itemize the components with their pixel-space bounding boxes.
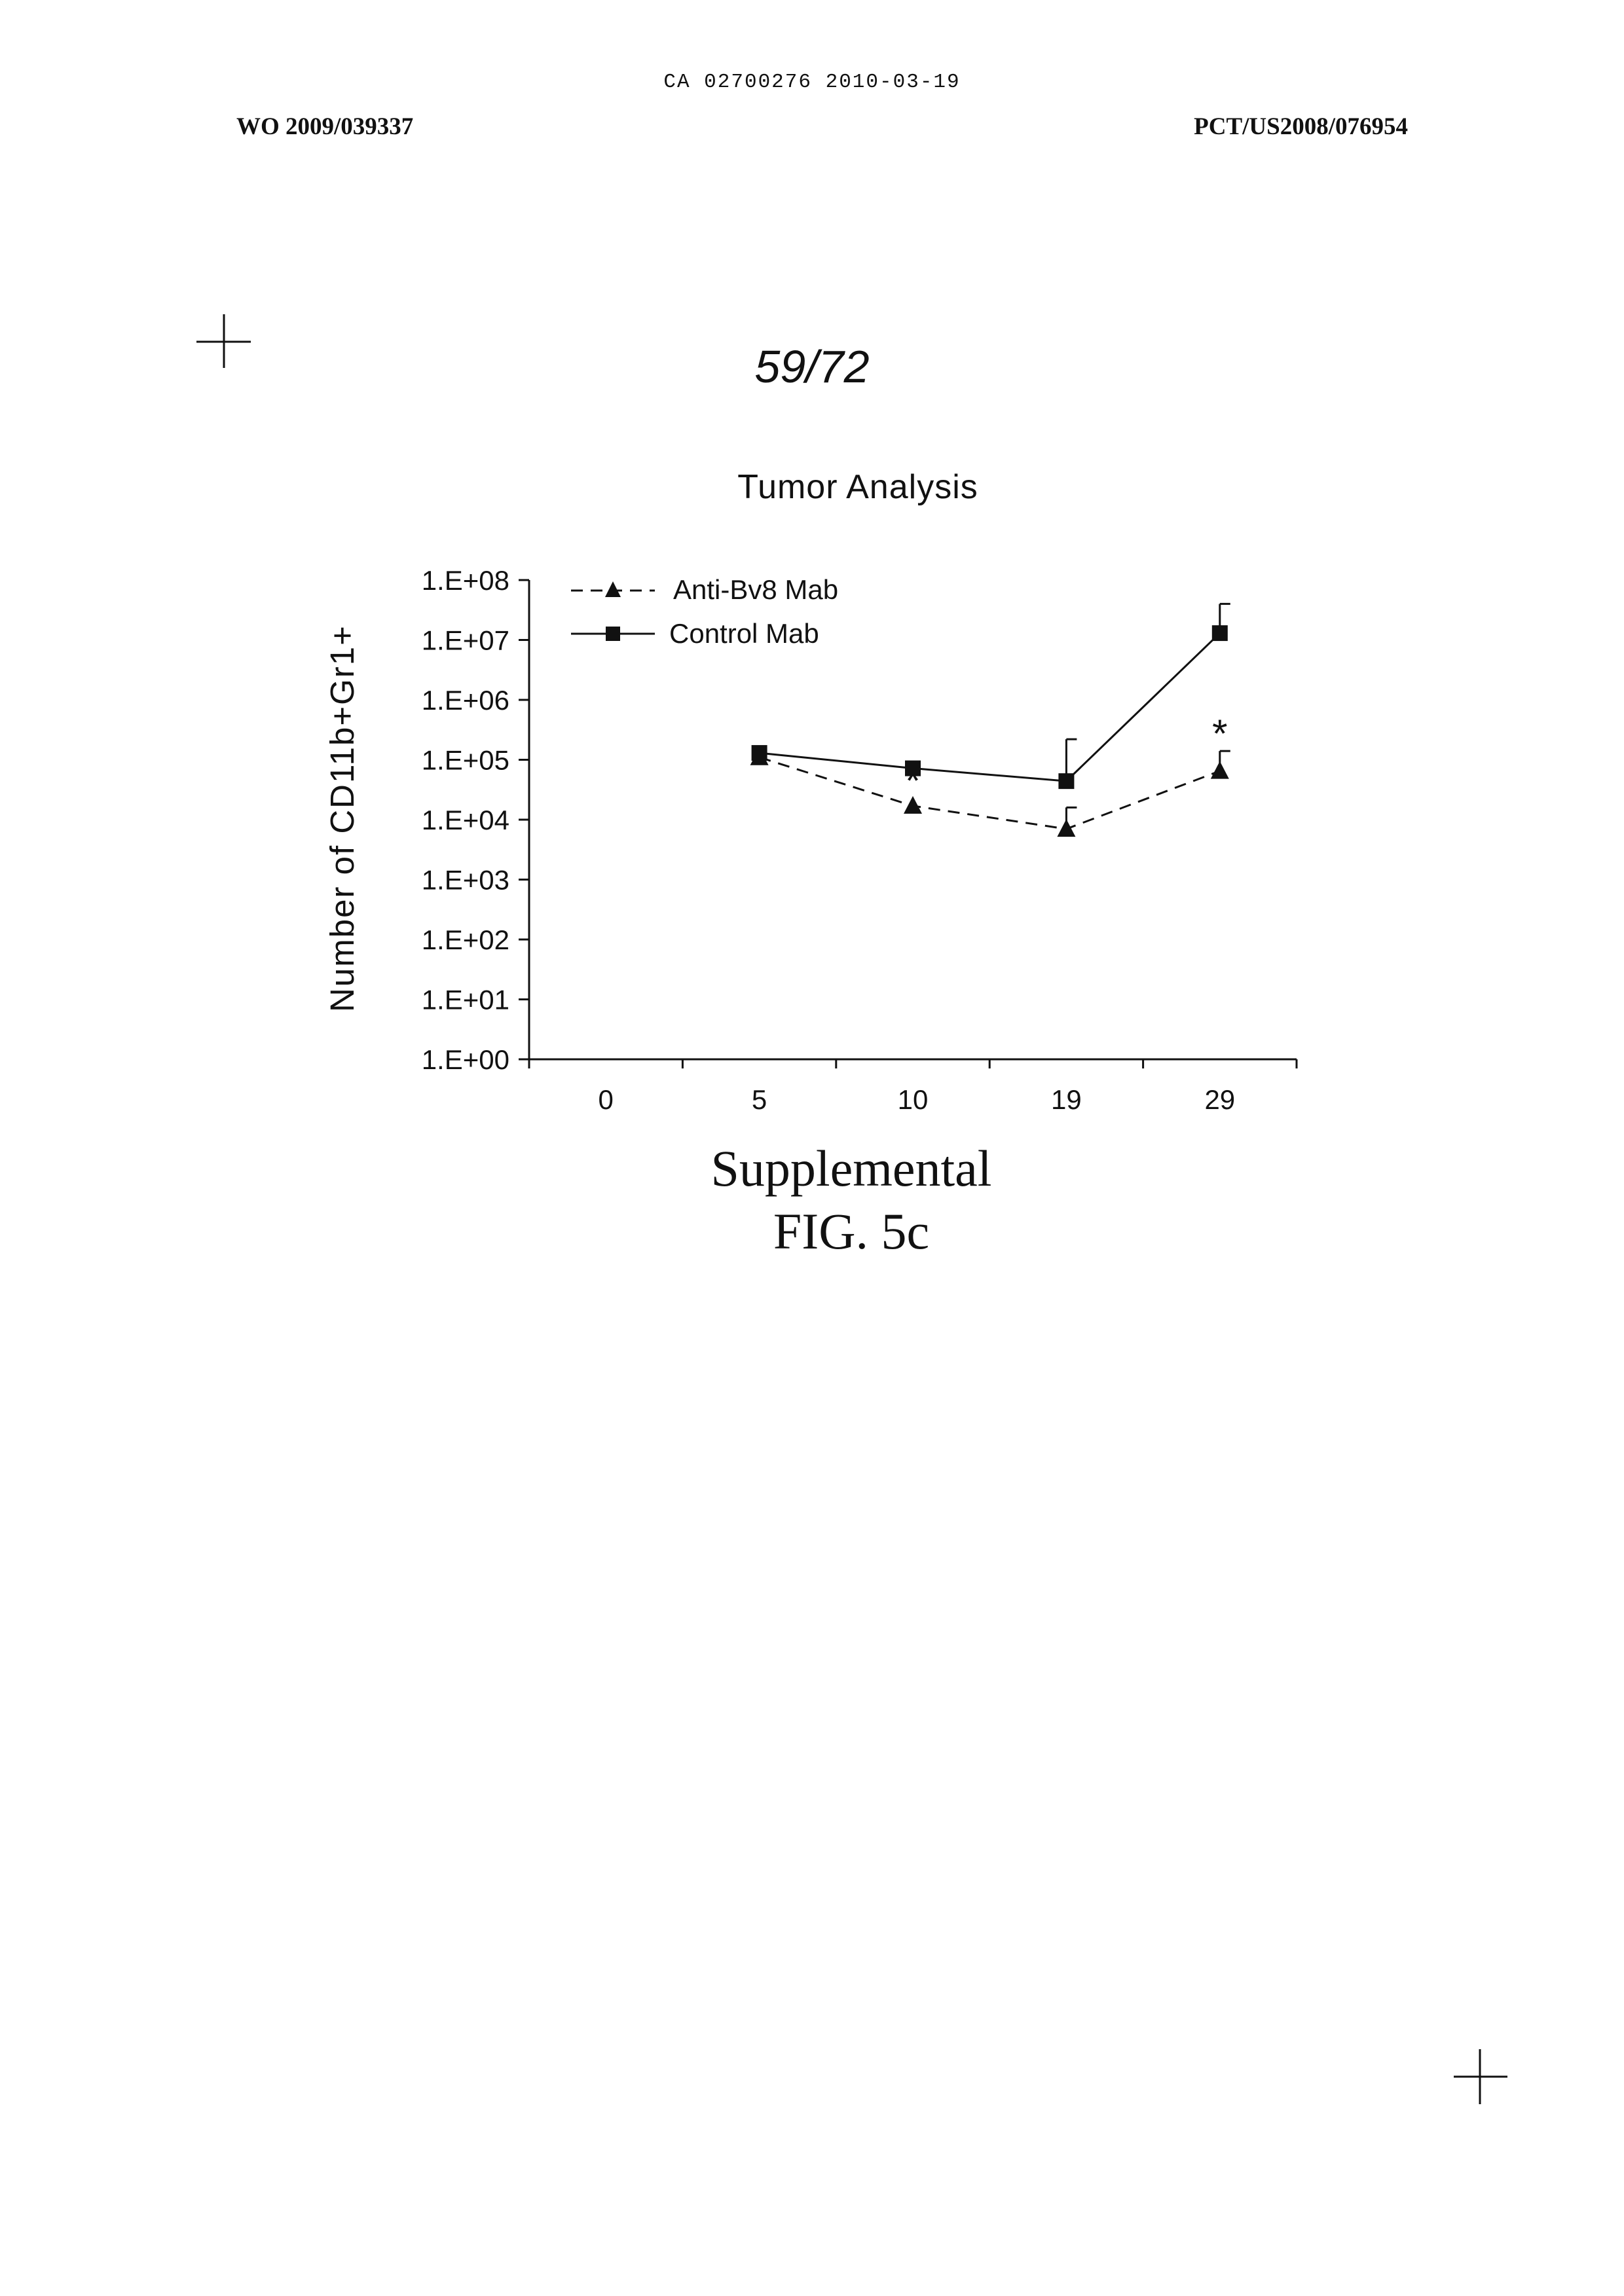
significance-asterisk: * (1212, 712, 1227, 756)
legend: Anti-Bv8 Mab Control Mab (571, 574, 838, 649)
y-tick-label: 1.E+07 (422, 625, 509, 656)
data-point-triangle (1057, 819, 1075, 837)
data-point-square (1058, 773, 1074, 789)
crop-mark-bottom-right (1454, 2049, 1507, 2104)
y-tick-label: 1.E+03 (422, 865, 509, 896)
series-layer: ** (750, 604, 1230, 837)
data-point-square (1212, 625, 1228, 641)
data-point-square (752, 745, 767, 761)
x-axis-ticks: 0 5 10 19 29 (529, 1059, 1297, 1115)
x-tick-label: 29 (1204, 1084, 1235, 1115)
caption-supplemental: Supplemental (0, 1139, 1624, 1198)
crop-mark-top-left (196, 314, 251, 368)
caption-figure-label: FIG. 5c (0, 1202, 1624, 1261)
y-axis-label: Number of CD11b+Gr1+ (323, 625, 361, 1012)
x-tick-label: 5 (752, 1084, 767, 1115)
y-tick-label: 1.E+01 (422, 985, 509, 1015)
y-tick-label: 1.E+02 (422, 924, 509, 955)
x-tick-label: 19 (1051, 1084, 1082, 1115)
legend-label-anti-bv8: Anti-Bv8 Mab (673, 574, 838, 605)
y-tick-label: 1.E+00 (422, 1044, 509, 1075)
x-tick-label: 0 (599, 1084, 614, 1115)
legend-label-control: Control Mab (669, 618, 819, 649)
series-line-0 (760, 757, 1220, 829)
y-tick-label: 1.E+05 (422, 745, 509, 776)
series-line-1 (760, 633, 1220, 781)
legend-marker-square (606, 627, 620, 641)
data-point-triangle (1211, 761, 1229, 779)
axes (529, 580, 1297, 1059)
legend-marker-triangle (605, 581, 621, 597)
x-tick-label: 10 (898, 1084, 929, 1115)
y-tick-label: 1.E+04 (422, 805, 509, 835)
y-tick-label: 1.E+06 (422, 685, 509, 716)
y-axis-ticks: 1.E+00 1.E+01 1.E+02 1.E+03 1.E+04 1.E+05 1.E+… (422, 565, 529, 1075)
y-tick-label: 1.E+08 (422, 565, 509, 596)
data-point-square (905, 761, 921, 776)
